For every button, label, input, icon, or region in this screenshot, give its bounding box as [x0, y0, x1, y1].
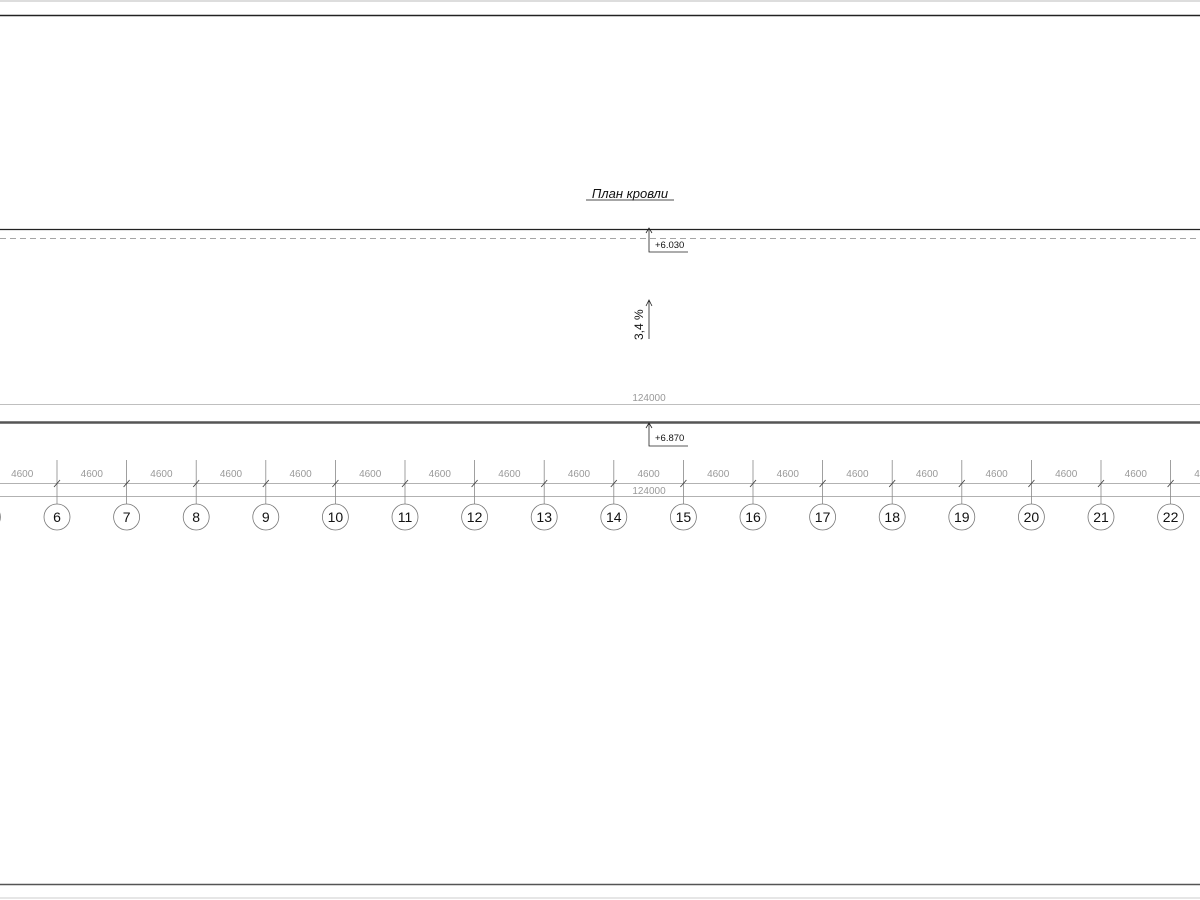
axis-label: 19 [954, 509, 970, 525]
axis-bubble [530, 503, 558, 531]
slope-label: 3,4 % [632, 309, 646, 340]
axis-label: 21 [1093, 509, 1109, 525]
axis-label: 16 [745, 509, 761, 525]
dimension-tick [1028, 479, 1035, 488]
axis-bubble [113, 503, 140, 531]
axis-bubble [43, 503, 71, 531]
dimension-tick [192, 479, 200, 488]
dimension-tick [888, 479, 896, 488]
axis-label: 6 [53, 509, 61, 525]
axis-bubble [948, 503, 976, 531]
bay-dimension: 4600 [568, 469, 591, 480]
dimension-tick [1097, 479, 1105, 488]
axis-label: 14 [606, 509, 622, 525]
bay-dimension: 4600 [81, 469, 104, 480]
axis-bubble [391, 503, 419, 531]
bay-dimension: 4600 [289, 469, 312, 480]
dimension-tick [471, 479, 478, 488]
bay-dimension: 4600 [846, 469, 869, 480]
level-ridge-label: +6.030 [655, 240, 684, 251]
overall-dimension-bottom: 124000 [632, 486, 666, 497]
axis-bubble [1018, 503, 1045, 531]
dimension-tick [610, 479, 618, 488]
axis-label: 8 [192, 509, 200, 525]
bay-dimension: 4600 [1194, 469, 1200, 480]
axis-label: 17 [815, 509, 831, 525]
axis-bubble [600, 503, 628, 531]
bay-dimension: 4600 [11, 469, 34, 480]
bay-dimension: 4600 [1055, 469, 1078, 480]
dimension-tick [819, 479, 826, 488]
axis-label: 18 [884, 509, 900, 525]
dimension-tick [680, 479, 687, 488]
bay-dimension: 4600 [220, 469, 243, 480]
axis-label: 15 [676, 509, 692, 525]
dimension-tick [401, 479, 409, 488]
level-eave-label: +6.870 [655, 433, 684, 444]
dimension-tick [749, 479, 757, 488]
dimension-tick [53, 479, 61, 488]
axis-label: 10 [328, 509, 344, 525]
axis-bubble [1087, 503, 1115, 531]
level-mark-eave: +6.870 [645, 422, 688, 447]
bay-dimension: 4600 [777, 469, 800, 480]
axis-label: 13 [536, 509, 552, 525]
grid-axes: 5460064600746008460094600104600114600124… [0, 460, 1200, 531]
axis-bubble [878, 503, 906, 531]
axis-bubble [252, 503, 280, 531]
axis-label: 12 [467, 509, 483, 525]
slope-arrow: 3,4 % [632, 299, 653, 340]
dimension-tick [958, 479, 966, 488]
bay-dimension: 4600 [498, 469, 521, 480]
axis-bubble [739, 503, 767, 531]
bay-dimension: 4600 [359, 469, 382, 480]
axis-bubble [1157, 503, 1184, 531]
overall-dimension-top: 124000 [632, 393, 666, 404]
axis-bubble [461, 503, 489, 531]
drawing-title: План кровли [592, 186, 668, 201]
bay-dimension: 4600 [916, 469, 939, 480]
dimension-tick [262, 479, 270, 488]
level-mark-ridge: +6.030 [645, 227, 688, 253]
bay-dimension: 4600 [429, 469, 452, 480]
axis-bubble [670, 503, 697, 531]
bay-dimension: 4600 [985, 469, 1008, 480]
axis-bubble [809, 503, 836, 531]
dimension-tick [123, 479, 130, 488]
bay-dimension: 4600 [1125, 469, 1148, 480]
axis-label: 7 [123, 509, 131, 525]
axis-label: 22 [1163, 509, 1179, 525]
axis-bubble [321, 503, 349, 531]
dimension-tick [332, 479, 339, 488]
axis-bubble [182, 503, 210, 531]
bay-dimension: 4600 [150, 469, 173, 480]
dimension-tick [540, 479, 548, 488]
axis-label: 11 [398, 509, 413, 525]
bay-dimension: 4600 [707, 469, 730, 480]
axis-label: 9 [262, 509, 270, 525]
axis-label: 20 [1024, 509, 1040, 525]
dimension-tick [1167, 479, 1174, 488]
bay-dimension: 4600 [637, 469, 660, 480]
